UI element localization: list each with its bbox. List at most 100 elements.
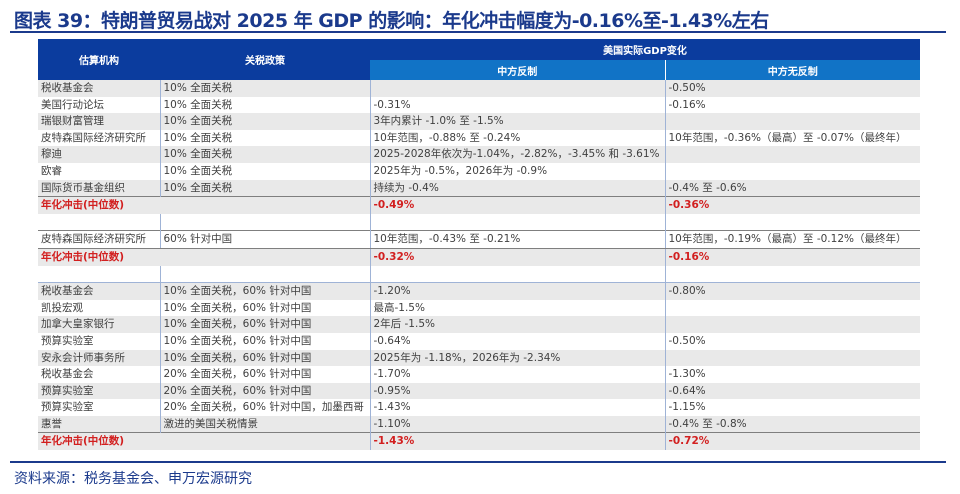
- retaliation-cell: -0.49%: [369, 196, 665, 214]
- retaliation-cell: [369, 213, 665, 231]
- agency-cell: 瑞银财富管理: [38, 113, 160, 130]
- agency-cell: [38, 265, 160, 283]
- agency-cell: 税收基金会: [38, 282, 160, 300]
- agency-cell: 美国行动论坛: [38, 96, 160, 114]
- retaliation-cell: -1.20%: [369, 282, 665, 300]
- policy-cell: 10% 全面关税，60% 针对中国: [159, 282, 370, 300]
- agency-cell: 惠誉: [38, 415, 160, 433]
- source-note: 资料来源：税务基金会、申万宏源研究: [14, 471, 252, 487]
- spacer-row: [38, 265, 920, 283]
- table-body: 税收基金会 10% 全面关税 -0.50% 美国行动论坛 10% 全面关税 -0.31% -…: [38, 80, 920, 451]
- no-retaliation-cell: [664, 299, 920, 317]
- no-retaliation-cell: -0.36%: [664, 196, 920, 214]
- no-retaliation-cell: [664, 162, 920, 180]
- policy-cell: [159, 213, 370, 231]
- agency-cell: 皮特森国际经济研究所: [38, 230, 160, 249]
- retaliation-cell: 2025-2028年依次为-1.04%，-2.82%，-3.45% 和 -3.6…: [369, 146, 665, 163]
- retaliation-cell: -0.31%: [369, 96, 665, 114]
- table-row: 美国行动论坛 10% 全面关税 -0.31% -0.16%: [38, 96, 920, 114]
- agency-cell: [38, 213, 160, 231]
- no-retaliation-cell: -0.80%: [664, 282, 920, 300]
- no-retaliation-cell: 10年范围，-0.19%（最高）至 -0.12%（最终年）: [664, 230, 920, 249]
- policy-cell: 10% 全面关税，60% 针对中国: [159, 316, 370, 333]
- retaliation-cell: -1.43%: [369, 432, 665, 451]
- no-retaliation-cell: -0.64%: [664, 382, 920, 400]
- no-retaliation-cell: [664, 213, 920, 231]
- agency-cell: 穆迪: [38, 146, 160, 163]
- agency-cell: 预算实验室: [38, 382, 160, 400]
- retaliation-cell: 最高-1.5%: [369, 299, 665, 317]
- gdp-impact-table: 估算机构 关税政策 美国实际GDP变化 中方反制 中方无反制 税收基金会 10% …: [38, 39, 920, 451]
- policy-cell: 20% 全面关税，60% 针对中国，加墨西哥: [159, 399, 370, 416]
- table-row: 皮特森国际经济研究所 60% 针对中国 10年范围，-0.43% 至 -0.21% …: [38, 230, 920, 249]
- no-retaliation-cell: [664, 113, 920, 130]
- policy-cell: 激进的美国关税情景: [159, 415, 370, 433]
- agency-cell: 预算实验室: [38, 399, 160, 416]
- agency-cell: 皮特森国际经济研究所: [38, 129, 160, 147]
- retaliation-cell: -0.32%: [369, 247, 665, 266]
- agency-cell: 凯投宏观: [38, 299, 160, 317]
- agency-cell: 预算实验室: [38, 332, 160, 350]
- no-retaliation-cell: [664, 265, 920, 283]
- header-policy: 关税政策: [160, 39, 370, 80]
- table-row: 皮特森国际经济研究所 10% 全面关税 10年范围，-0.88% 至 -0.24% 1…: [38, 129, 920, 147]
- policy-cell: 10% 全面关税: [159, 162, 370, 180]
- no-retaliation-cell: [664, 349, 920, 367]
- retaliation-cell: 2年后 -1.5%: [369, 316, 665, 333]
- retaliation-cell: -0.95%: [369, 382, 665, 400]
- retaliation-cell: 10年范围，-0.43% 至 -0.21%: [369, 230, 665, 249]
- median-row: 年化冲击(中位数) -0.32% -0.16%: [38, 247, 920, 266]
- policy-cell: 10% 全面关税: [159, 113, 370, 130]
- table-row: 欧睿 10% 全面关税 2025年为 -0.5%，2026年为 -0.9%: [38, 162, 920, 180]
- no-retaliation-cell: -0.16%: [664, 247, 920, 266]
- table-row: 税收基金会 10% 全面关税 -0.50%: [38, 80, 920, 97]
- retaliation-cell: 2025年为 -0.5%，2026年为 -0.9%: [369, 162, 665, 180]
- median-label: 年化冲击(中位数): [38, 196, 370, 214]
- retaliation-cell: -1.70%: [369, 366, 665, 383]
- policy-cell: 10% 全面关税，60% 针对中国: [159, 299, 370, 317]
- retaliation-cell: 持续为 -0.4%: [369, 179, 665, 197]
- policy-cell: 10% 全面关税: [159, 129, 370, 147]
- retaliation-cell: -1.10%: [369, 415, 665, 433]
- header-retaliation: 中方反制: [370, 60, 665, 80]
- retaliation-cell: [369, 265, 665, 283]
- retaliation-cell: [369, 80, 665, 97]
- no-retaliation-cell: -0.4% 至 -0.6%: [664, 179, 920, 197]
- policy-cell: 60% 针对中国: [159, 230, 370, 249]
- no-retaliation-cell: -0.72%: [664, 432, 920, 451]
- spacer-row: [38, 213, 920, 231]
- policy-cell: 10% 全面关税，60% 针对中国: [159, 332, 370, 350]
- policy-cell: 20% 全面关税，60% 针对中国: [159, 366, 370, 383]
- median-row: 年化冲击(中位数) -0.49% -0.36%: [38, 196, 920, 214]
- table-row: 凯投宏观 10% 全面关税，60% 针对中国 最高-1.5%: [38, 299, 920, 317]
- retaliation-cell: 2025年为 -1.18%，2026年为 -2.34%: [369, 349, 665, 367]
- agency-cell: 国际货币基金组织: [38, 179, 160, 197]
- no-retaliation-cell: -0.4% 至 -0.8%: [664, 415, 920, 433]
- policy-cell: [159, 265, 370, 283]
- retaliation-cell: 3年内累计 -1.0% 至 -1.5%: [369, 113, 665, 130]
- policy-cell: 20% 全面关税，60% 针对中国: [159, 382, 370, 400]
- table-row: 加拿大皇家银行 10% 全面关税，60% 针对中国 2年后 -1.5%: [38, 316, 920, 333]
- policy-cell: 10% 全面关税: [159, 146, 370, 163]
- no-retaliation-cell: [664, 316, 920, 333]
- table-row: 惠誉 激进的美国关税情景 -1.10% -0.4% 至 -0.8%: [38, 415, 920, 433]
- retaliation-cell: -1.43%: [369, 399, 665, 416]
- table-row: 国际货币基金组织 10% 全面关税 持续为 -0.4% -0.4% 至 -0.6%: [38, 179, 920, 197]
- agency-cell: 税收基金会: [38, 80, 160, 97]
- agency-cell: 安永会计师事务所: [38, 349, 160, 367]
- no-retaliation-cell: -1.30%: [664, 366, 920, 383]
- policy-cell: 10% 全面关税: [159, 80, 370, 97]
- agency-cell: 加拿大皇家银行: [38, 316, 160, 333]
- no-retaliation-cell: 10年范围，-0.36%（最高）至 -0.07%（最终年）: [664, 129, 920, 147]
- median-label: 年化冲击(中位数): [38, 247, 370, 266]
- table-row: 预算实验室 10% 全面关税，60% 针对中国 -0.64% -0.50%: [38, 332, 920, 350]
- policy-cell: 10% 全面关税: [159, 179, 370, 197]
- table-row: 税收基金会 10% 全面关税，60% 针对中国 -1.20% -0.80%: [38, 282, 920, 300]
- median-label: 年化冲击(中位数): [38, 432, 370, 451]
- header-gdp-change: 美国实际GDP变化: [370, 39, 920, 60]
- policy-cell: 10% 全面关税: [159, 96, 370, 114]
- title-divider: [10, 31, 946, 33]
- table-row: 预算实验室 20% 全面关税，60% 针对中国，加墨西哥 -1.43% -1.15%: [38, 399, 920, 416]
- no-retaliation-cell: -0.16%: [664, 96, 920, 114]
- table-row: 穆迪 10% 全面关税 2025-2028年依次为-1.04%，-2.82%，-3.…: [38, 146, 920, 163]
